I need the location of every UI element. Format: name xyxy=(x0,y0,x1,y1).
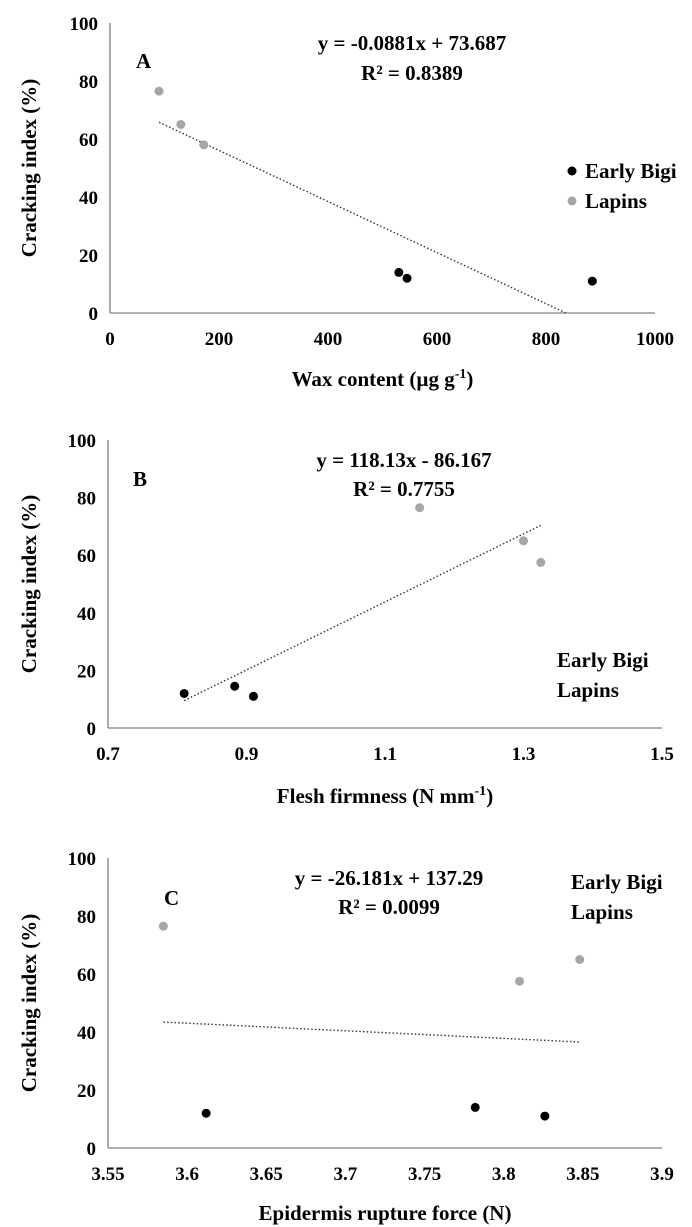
x-tick-label: 3.75 xyxy=(408,1164,441,1185)
y-tick-label: 60 xyxy=(77,965,96,986)
x-axis-label: Wax content (µg g-1) xyxy=(292,367,474,391)
legend-label: Early Bigi xyxy=(585,159,677,183)
y-tick-label: 0 xyxy=(87,1139,97,1160)
data-point-lapins xyxy=(575,955,585,964)
y-axis-label: Cracking index (%) xyxy=(17,914,41,1093)
x-tick-label: 0.9 xyxy=(235,744,259,765)
x-tick-label: 3.6 xyxy=(175,1164,199,1185)
y-tick-label: 0 xyxy=(89,304,99,325)
y-tick-label: 40 xyxy=(79,188,98,209)
x-tick-label: 200 xyxy=(205,329,234,350)
legend-label: Lapins xyxy=(557,678,619,702)
trend-line xyxy=(163,1021,580,1043)
data-point-lapins xyxy=(154,86,164,96)
x-tick-label: 3.8 xyxy=(492,1164,516,1185)
data-point-lapins xyxy=(176,120,186,129)
legend-label: Lapins xyxy=(571,900,633,924)
x-tick-label: 800 xyxy=(532,329,561,350)
data-point-early-bigi xyxy=(201,1108,211,1118)
y-tick-label: 40 xyxy=(77,604,96,625)
data-point-lapins xyxy=(519,536,528,546)
legend-marker xyxy=(567,166,577,176)
x-tick-label: 0.7 xyxy=(96,744,120,765)
x-tick-label: 1000 xyxy=(636,329,674,350)
data-point-early-bigi xyxy=(470,1102,480,1112)
chart-panel-b: 0 20 40 60 80 100 0.7 0.9 1.1 1.3 1.5 Cracking inde… xyxy=(17,431,674,808)
data-point-early-bigi xyxy=(230,681,240,691)
y-axis-label: Cracking index (%) xyxy=(17,495,41,674)
data-point-lapins xyxy=(415,503,425,513)
data-point-early-bigi xyxy=(248,691,258,701)
x-axis-label: Flesh firmness (N mm-1) xyxy=(277,784,493,808)
data-point-early-bigi xyxy=(587,276,597,286)
x-tick-label: 600 xyxy=(423,329,452,350)
y-tick-label: 80 xyxy=(77,907,96,928)
y-tick-label: 20 xyxy=(79,246,98,267)
x-tick-label: 0 xyxy=(105,329,115,350)
y-tick-label: 100 xyxy=(68,849,97,870)
data-point-lapins xyxy=(199,140,209,150)
y-tick-label: 100 xyxy=(70,14,99,35)
x-tick-label: 400 xyxy=(314,329,343,350)
y-axis-label: Cracking index (%) xyxy=(17,79,41,258)
y-tick-label: 40 xyxy=(77,1023,96,1044)
x-tick-label: 3.7 xyxy=(334,1164,358,1185)
x-tick-label: 3.85 xyxy=(566,1164,599,1185)
x-tick-label: 1.5 xyxy=(650,744,674,765)
trend-line xyxy=(183,524,542,702)
legend-label: Lapins xyxy=(585,189,647,213)
data-point-early-bigi xyxy=(179,688,189,698)
y-tick-label: 100 xyxy=(68,431,97,452)
y-tick-label: 80 xyxy=(77,489,96,510)
x-tick-label: 3.9 xyxy=(650,1164,674,1185)
data-point-lapins xyxy=(158,921,168,931)
data-point-early-bigi xyxy=(540,1111,550,1121)
r-squared: R² = 0.7755 xyxy=(353,477,455,501)
y-tick-label: 80 xyxy=(79,72,98,93)
legend-label: Early Bigi xyxy=(557,648,649,672)
x-tick-label: 1.1 xyxy=(373,744,397,765)
legend-label: Early Bigi xyxy=(571,870,663,894)
y-tick-label: 60 xyxy=(79,130,98,151)
x-tick-label: 3.55 xyxy=(91,1164,124,1185)
data-point-lapins xyxy=(515,976,525,986)
x-axis-label: Epidermis rupture force (N) xyxy=(259,1201,512,1225)
chart-panel-c: 0 20 40 60 80 100 3.55 3.6 3.65 3.7 3.75 3.8 3.85 3.9… xyxy=(17,849,674,1225)
data-point-early-bigi xyxy=(402,273,412,283)
r-squared: R² = 0.8389 xyxy=(361,61,463,85)
data-point-early-bigi xyxy=(394,267,404,277)
y-tick-label: 0 xyxy=(87,719,97,740)
trend-line xyxy=(158,121,566,314)
data-point-lapins xyxy=(536,557,546,567)
panel-label: A xyxy=(136,49,152,73)
panel-label: B xyxy=(133,467,147,491)
legend-marker xyxy=(567,196,577,206)
trendline-equation: y = -0.0881x + 73.687 xyxy=(318,31,506,55)
trendline-equation: y = -26.181x + 137.29 xyxy=(295,866,483,890)
trendline-equation: y = 118.13x - 86.167 xyxy=(316,448,491,472)
x-tick-label: 1.3 xyxy=(512,744,536,765)
y-tick-label: 20 xyxy=(77,1081,96,1102)
r-squared: R² = 0.0099 xyxy=(338,895,440,919)
y-tick-label: 20 xyxy=(77,661,96,682)
y-tick-label: 60 xyxy=(77,546,96,567)
panel-label: C xyxy=(164,886,179,910)
x-tick-label: 3.65 xyxy=(250,1164,283,1185)
